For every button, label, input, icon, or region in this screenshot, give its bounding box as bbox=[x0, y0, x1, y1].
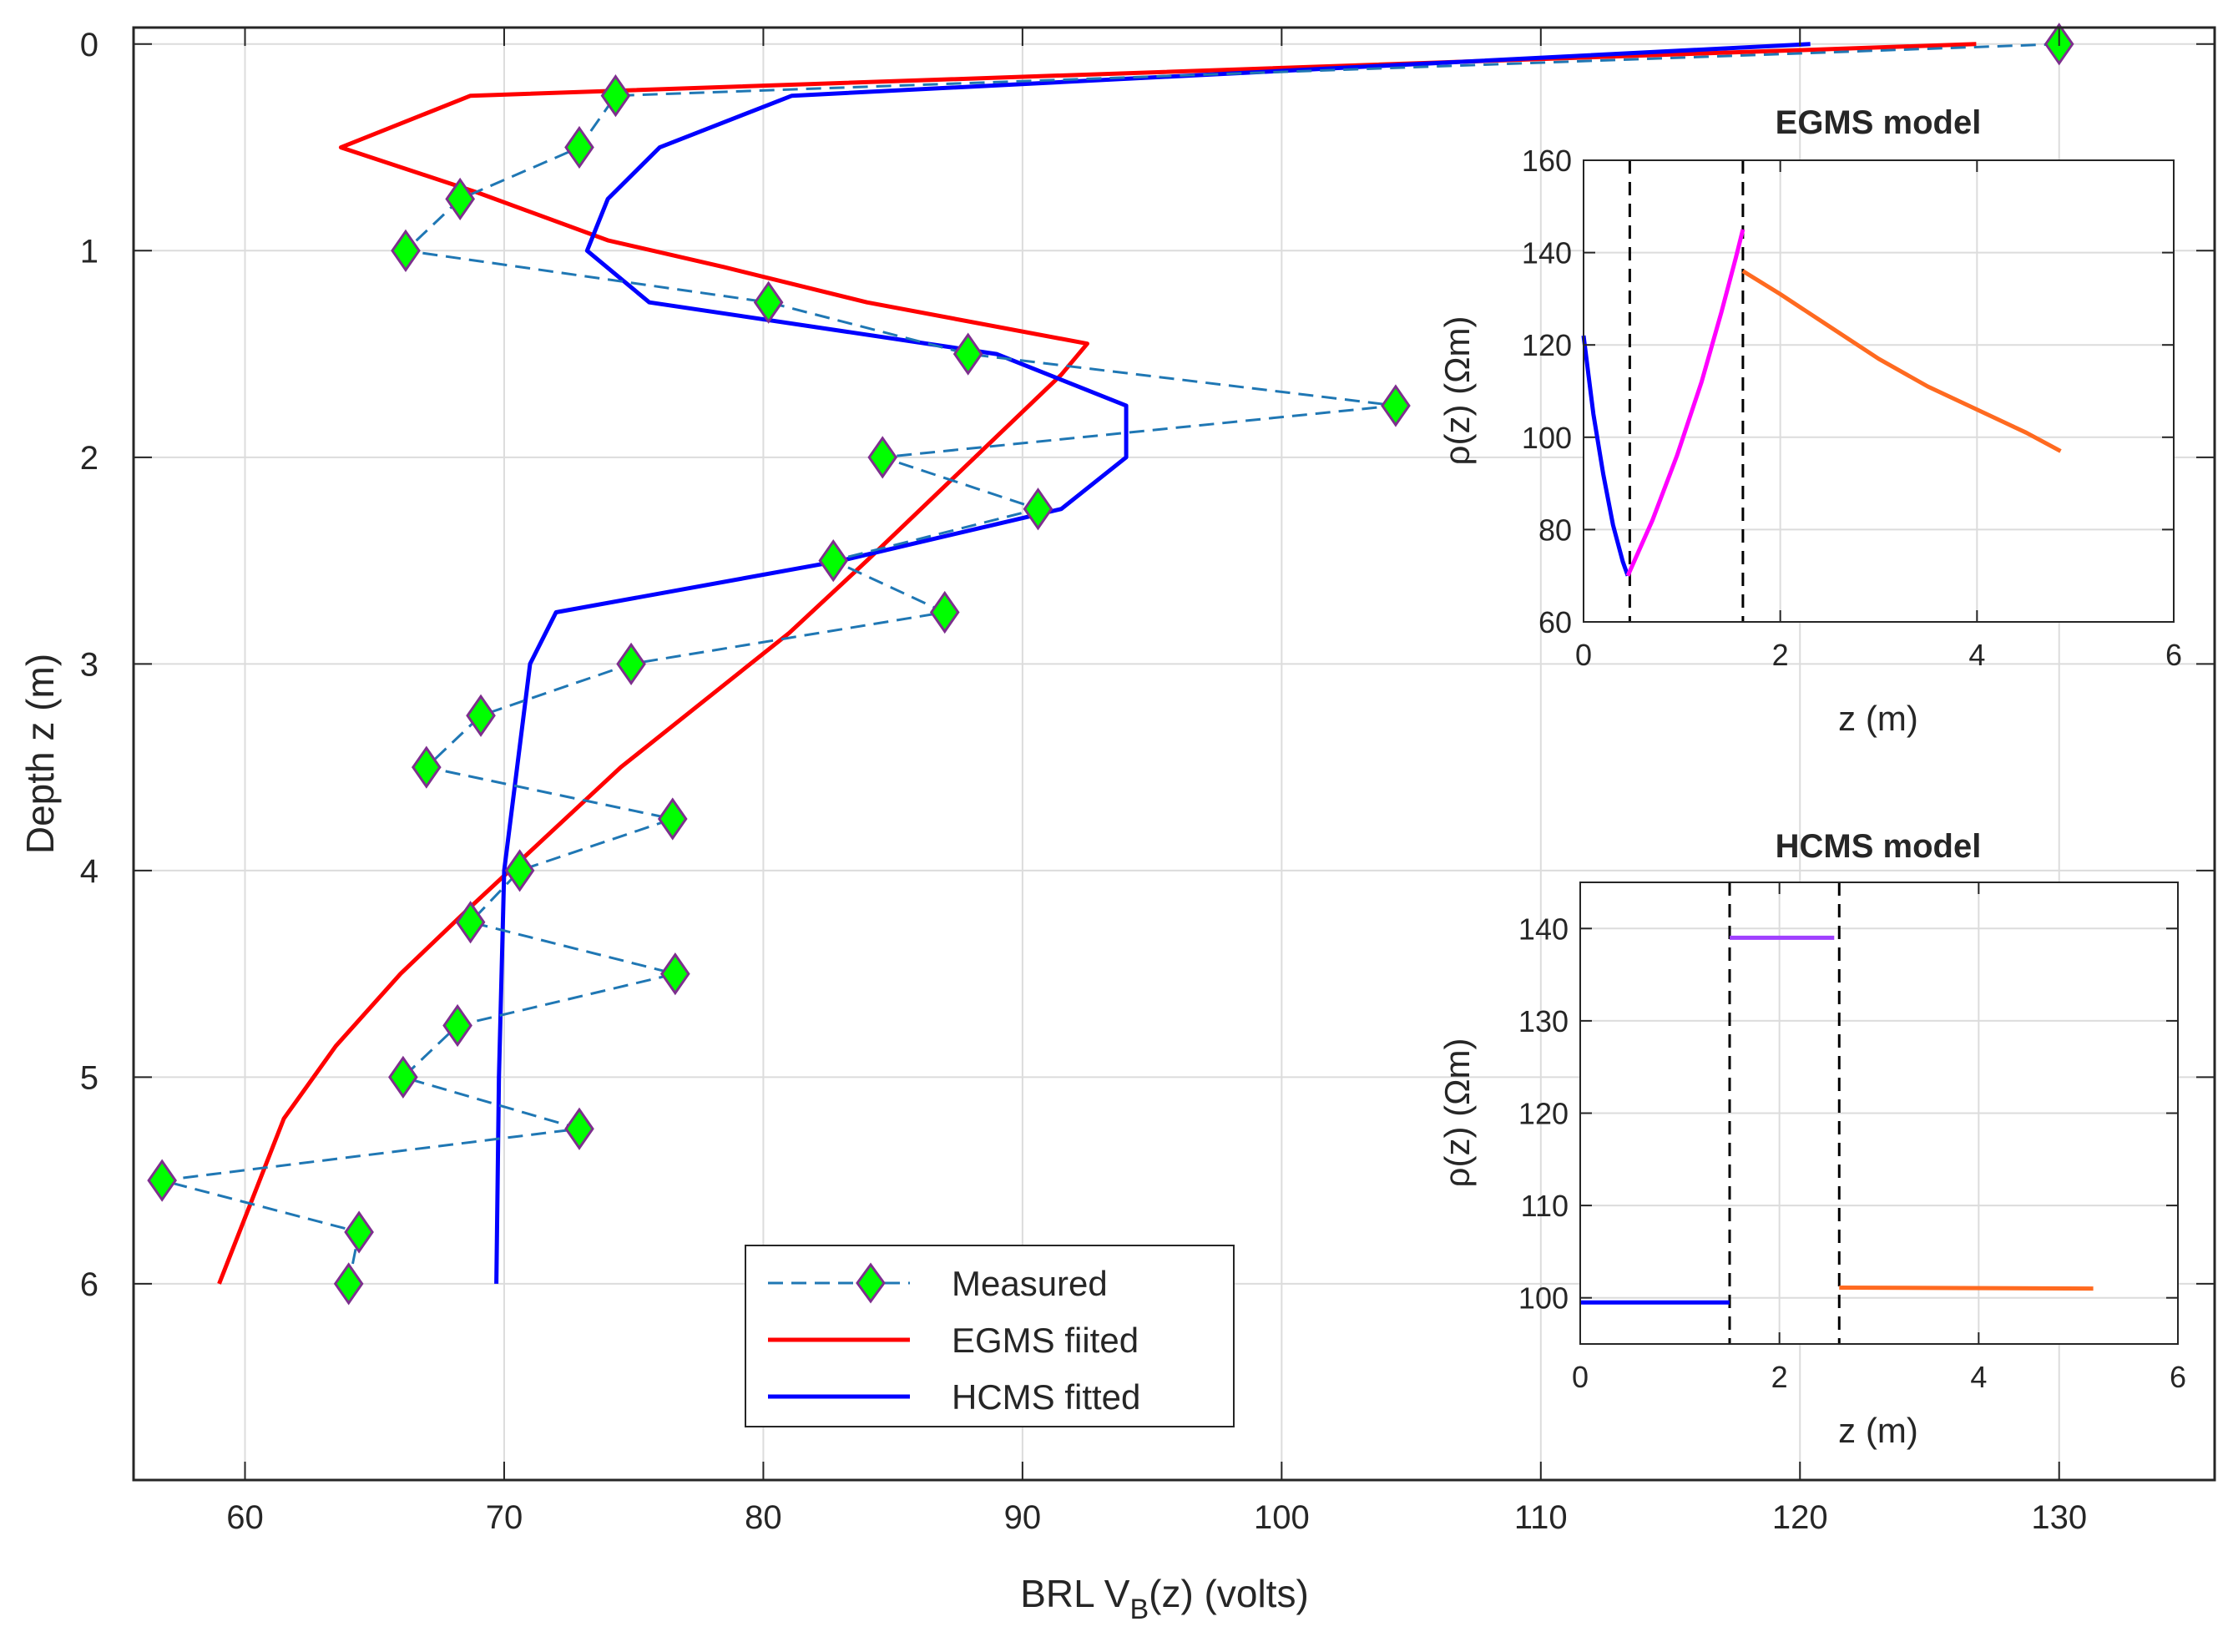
hcms-inset-xtick-label: 2 bbox=[1771, 1360, 1788, 1394]
measured-point bbox=[333, 1262, 364, 1306]
hcms-inset-ytick-label: 120 bbox=[1518, 1097, 1569, 1131]
egms-inset-ytick-label: 100 bbox=[1522, 421, 1572, 455]
measured-point bbox=[466, 694, 496, 737]
measured-point bbox=[411, 745, 442, 789]
egms-inset-ytick-label: 160 bbox=[1522, 144, 1572, 178]
hcms-inset-boundaries bbox=[1728, 882, 1841, 1344]
main-ytick-label: 5 bbox=[80, 1059, 99, 1096]
egms-inset-xtick-label: 0 bbox=[1575, 638, 1592, 672]
legend-label-measured: Measured bbox=[952, 1264, 1108, 1303]
legend-label-hcms: HCMS fitted bbox=[952, 1377, 1140, 1417]
legend-measured-marker bbox=[856, 1262, 886, 1304]
measured-point bbox=[564, 125, 594, 169]
measured-point bbox=[388, 1055, 418, 1099]
main-ylabel: Depth z (m) bbox=[18, 654, 62, 854]
measured-point bbox=[818, 538, 849, 583]
main-series bbox=[147, 23, 2074, 1306]
egms-inset-xtick-label: 2 bbox=[1772, 638, 1789, 672]
measured-point bbox=[455, 901, 486, 944]
main-ytick-label: 6 bbox=[80, 1266, 99, 1303]
measured-point bbox=[657, 797, 688, 841]
main-xtick-label: 130 bbox=[2031, 1499, 2087, 1536]
legend: Measured EGMS fiited HCMS fitted bbox=[745, 1245, 1235, 1427]
egms-layer-3-curve bbox=[1741, 269, 2062, 453]
main-ytick-label: 2 bbox=[80, 440, 99, 477]
measured-point bbox=[564, 1107, 594, 1150]
main-ytick-label: 1 bbox=[80, 233, 99, 270]
egms-inset-box bbox=[1583, 159, 2175, 623]
main-xtick-label: 90 bbox=[1004, 1499, 1042, 1536]
hcms-inset: HCMS model 0 2 4 6 100 110 120 130 140 z (m) ρ(z… bbox=[1437, 828, 2186, 1450]
hcms-inset-ytick-label: 140 bbox=[1518, 912, 1569, 946]
egms-inset-ytick-label: 140 bbox=[1522, 236, 1572, 270]
hcms-fitted-line bbox=[494, 42, 1811, 1284]
main-xtick-label: 70 bbox=[486, 1499, 523, 1536]
legend-item-hcms: HCMS fitted bbox=[768, 1377, 1140, 1417]
measured-point bbox=[660, 952, 690, 996]
hcms-layer-3-line bbox=[1839, 1286, 2094, 1291]
measured-point bbox=[616, 642, 646, 685]
egms-inset-series bbox=[1581, 229, 2062, 577]
hcms-inset-ytick-label: 110 bbox=[1521, 1189, 1569, 1223]
measured-point bbox=[753, 280, 784, 324]
main-xtick-label: 110 bbox=[1514, 1499, 1568, 1536]
egms-fitted-line bbox=[217, 42, 1977, 1285]
measured-point bbox=[952, 332, 983, 376]
main-xtick-label: 60 bbox=[226, 1499, 264, 1536]
main-xtick-label: 100 bbox=[1254, 1499, 1310, 1536]
egms-inset-xtick-label: 6 bbox=[2165, 638, 2182, 672]
egms-layer-1-curve bbox=[1581, 335, 1630, 577]
legend-label-egms: EGMS fiited bbox=[952, 1321, 1139, 1360]
main-axes-box bbox=[132, 26, 2216, 1482]
measured-point bbox=[344, 1210, 374, 1254]
measured-point bbox=[867, 436, 898, 479]
egms-inset-ytick-label: 60 bbox=[1538, 605, 1572, 639]
egms-inset-ytick-label: 80 bbox=[1538, 513, 1572, 547]
hcms-inset-ticks: 0 2 4 6 100 110 120 130 140 bbox=[1518, 882, 2186, 1394]
main-xtick-label: 80 bbox=[745, 1499, 782, 1536]
egms-inset-ytick-label: 120 bbox=[1522, 328, 1572, 362]
hcms-inset-xtick-label: 6 bbox=[2170, 1360, 2186, 1394]
hcms-inset-title: HCMS model bbox=[1776, 828, 1982, 865]
hcms-inset-xtick-label: 4 bbox=[1970, 1360, 1987, 1394]
main-xlabel: BRL VB(z) (volts) bbox=[1020, 1572, 1309, 1625]
main-ytick-label: 3 bbox=[80, 646, 99, 683]
measured-point bbox=[442, 1003, 472, 1048]
measured-point bbox=[929, 590, 960, 634]
main-ytick-label: 0 bbox=[80, 27, 99, 63]
egms-inset-xtick-label: 4 bbox=[1968, 638, 1985, 672]
hcms-inset-series bbox=[1580, 935, 2094, 1305]
measured-point bbox=[504, 849, 535, 892]
measured-point bbox=[445, 177, 476, 221]
measured-point bbox=[600, 74, 631, 118]
hcms-inset-ytick-label: 100 bbox=[1518, 1281, 1569, 1316]
egms-inset-ticks: 0 2 4 6 60 80 100 120 140 160 bbox=[1522, 144, 2182, 672]
measured-point bbox=[1381, 384, 1411, 427]
legend-item-measured: Measured bbox=[768, 1262, 1108, 1304]
main-ytick-label: 4 bbox=[80, 853, 99, 890]
hcms-inset-xlabel: z (m) bbox=[1838, 1411, 1918, 1450]
egms-layer-2-curve bbox=[1625, 229, 1745, 577]
measured-point bbox=[391, 229, 421, 272]
hcms-inset-grid bbox=[1579, 882, 2179, 1344]
legend-item-egms: EGMS fiited bbox=[768, 1321, 1139, 1360]
egms-inset-title: EGMS model bbox=[1776, 104, 1982, 141]
measured-point bbox=[147, 1159, 177, 1202]
main-xtick-label: 120 bbox=[1772, 1499, 1828, 1536]
egms-inset: EGMS model 0 2 4 6 60 80 100 120 140 160 z (m) ρ(… bbox=[1437, 104, 2182, 738]
egms-inset-xlabel: z (m) bbox=[1838, 699, 1918, 738]
hcms-inset-ylabel: ρ(z) (Ωm) bbox=[1437, 1038, 1477, 1188]
hcms-inset-ytick-label: 130 bbox=[1518, 1004, 1569, 1038]
hcms-inset-xtick-label: 0 bbox=[1572, 1360, 1589, 1394]
measured-point bbox=[1023, 488, 1053, 531]
egms-inset-ylabel: ρ(z) (Ωm) bbox=[1437, 316, 1477, 466]
